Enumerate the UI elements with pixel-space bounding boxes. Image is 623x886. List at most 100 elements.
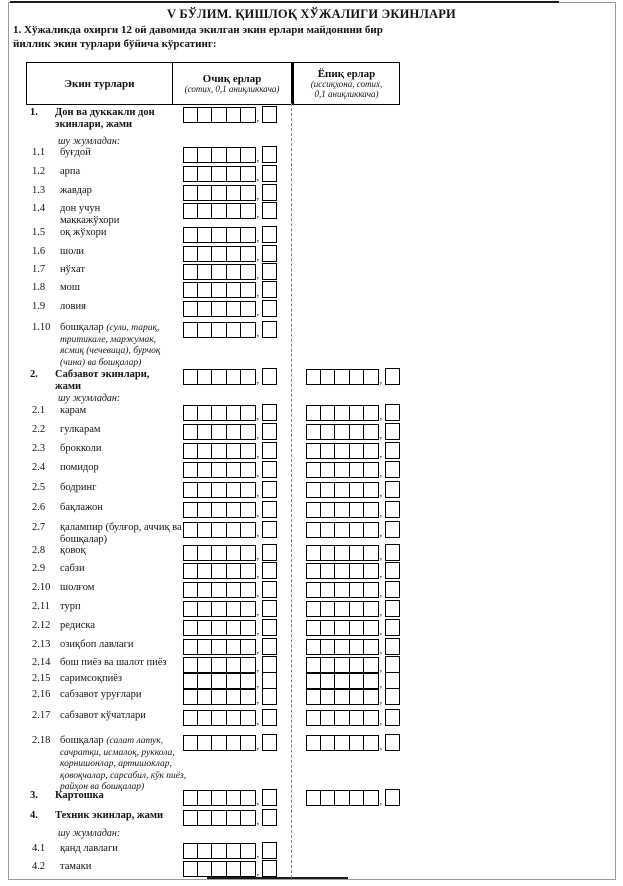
digit-cell[interactable] (362, 545, 379, 561)
digit-cell[interactable] (239, 203, 256, 219)
decimal-cell[interactable] (261, 671, 277, 689)
digit-cell[interactable] (362, 443, 379, 459)
digit-cell[interactable] (239, 790, 256, 806)
digit-cell[interactable] (362, 639, 379, 655)
digit-cell[interactable] (239, 735, 256, 751)
digit-cell[interactable] (239, 522, 256, 538)
decimal-cell[interactable] (261, 367, 277, 385)
decimal-cell[interactable] (261, 655, 277, 673)
digit-cell[interactable] (362, 405, 379, 421)
decimal-cell[interactable] (261, 320, 277, 338)
decimal-cell[interactable] (384, 520, 400, 538)
decimal-cell[interactable] (261, 145, 277, 163)
decimal-cell[interactable] (261, 299, 277, 317)
decimal-cell[interactable] (384, 441, 400, 459)
digit-cell[interactable] (239, 264, 256, 280)
digit-cell[interactable] (239, 710, 256, 726)
decimal-cell[interactable] (261, 618, 277, 636)
decimal-cell[interactable] (384, 543, 400, 561)
decimal-cell[interactable] (261, 808, 277, 826)
decimal-cell[interactable] (384, 561, 400, 579)
digit-cell[interactable] (362, 563, 379, 579)
decimal-cell[interactable] (261, 708, 277, 726)
digit-cell[interactable] (239, 462, 256, 478)
decimal-cell[interactable] (261, 422, 277, 440)
decimal-cell[interactable] (261, 580, 277, 598)
decimal-cell[interactable] (261, 280, 277, 298)
decimal-cell[interactable] (261, 460, 277, 478)
digit-cell[interactable] (362, 673, 379, 689)
decimal-cell[interactable] (261, 687, 277, 705)
digit-cell[interactable] (362, 522, 379, 538)
decimal-cell[interactable] (261, 637, 277, 655)
digit-cell[interactable] (239, 502, 256, 518)
decimal-cell[interactable] (384, 580, 400, 598)
decimal-cell[interactable] (261, 841, 277, 859)
digit-cell[interactable] (239, 601, 256, 617)
digit-cell[interactable] (239, 107, 256, 123)
digit-cell[interactable] (362, 689, 379, 705)
decimal-cell[interactable] (261, 225, 277, 243)
decimal-cell[interactable] (384, 671, 400, 689)
digit-cell[interactable] (239, 545, 256, 561)
digit-cell[interactable] (239, 405, 256, 421)
decimal-cell[interactable] (261, 561, 277, 579)
decimal-cell[interactable] (384, 500, 400, 518)
decimal-cell[interactable] (384, 618, 400, 636)
decimal-cell[interactable] (261, 105, 277, 123)
decimal-cell[interactable] (261, 543, 277, 561)
digit-cell[interactable] (239, 227, 256, 243)
digit-cell[interactable] (239, 185, 256, 201)
digit-cell[interactable] (239, 657, 256, 673)
decimal-cell[interactable] (261, 441, 277, 459)
digit-cell[interactable] (362, 482, 379, 498)
digit-cell[interactable] (362, 582, 379, 598)
decimal-cell[interactable] (384, 733, 400, 751)
digit-cell[interactable] (239, 673, 256, 689)
digit-cell[interactable] (239, 166, 256, 182)
digit-cell[interactable] (362, 620, 379, 636)
decimal-cell[interactable] (261, 480, 277, 498)
decimal-cell[interactable] (384, 403, 400, 421)
decimal-cell[interactable] (261, 262, 277, 280)
digit-cell[interactable] (239, 443, 256, 459)
digit-cell[interactable] (239, 861, 256, 877)
digit-cell[interactable] (239, 322, 256, 338)
digit-cell[interactable] (239, 639, 256, 655)
decimal-cell[interactable] (384, 599, 400, 617)
digit-cell[interactable] (362, 601, 379, 617)
decimal-cell[interactable] (384, 367, 400, 385)
digit-cell[interactable] (239, 369, 256, 385)
digit-cell[interactable] (362, 790, 379, 806)
decimal-cell[interactable] (261, 733, 277, 751)
digit-cell[interactable] (239, 482, 256, 498)
digit-cell[interactable] (362, 657, 379, 673)
decimal-cell[interactable] (384, 655, 400, 673)
decimal-cell[interactable] (261, 520, 277, 538)
digit-cell[interactable] (362, 369, 379, 385)
digit-cell[interactable] (362, 462, 379, 478)
decimal-cell[interactable] (384, 788, 400, 806)
decimal-cell[interactable] (261, 201, 277, 219)
digit-cell[interactable] (239, 843, 256, 859)
digit-cell[interactable] (362, 424, 379, 440)
decimal-cell[interactable] (261, 183, 277, 201)
decimal-cell[interactable] (261, 244, 277, 262)
decimal-cell[interactable] (384, 480, 400, 498)
digit-cell[interactable] (239, 246, 256, 262)
decimal-cell[interactable] (384, 708, 400, 726)
digit-cell[interactable] (239, 147, 256, 163)
decimal-cell[interactable] (384, 460, 400, 478)
digit-cell[interactable] (239, 563, 256, 579)
digit-cell[interactable] (239, 620, 256, 636)
digit-cell[interactable] (239, 689, 256, 705)
digit-cell[interactable] (239, 582, 256, 598)
decimal-cell[interactable] (261, 164, 277, 182)
decimal-cell[interactable] (384, 687, 400, 705)
decimal-cell[interactable] (261, 500, 277, 518)
digit-cell[interactable] (239, 810, 256, 826)
digit-cell[interactable] (239, 282, 256, 298)
decimal-cell[interactable] (384, 637, 400, 655)
digit-cell[interactable] (239, 301, 256, 317)
decimal-cell[interactable] (261, 599, 277, 617)
